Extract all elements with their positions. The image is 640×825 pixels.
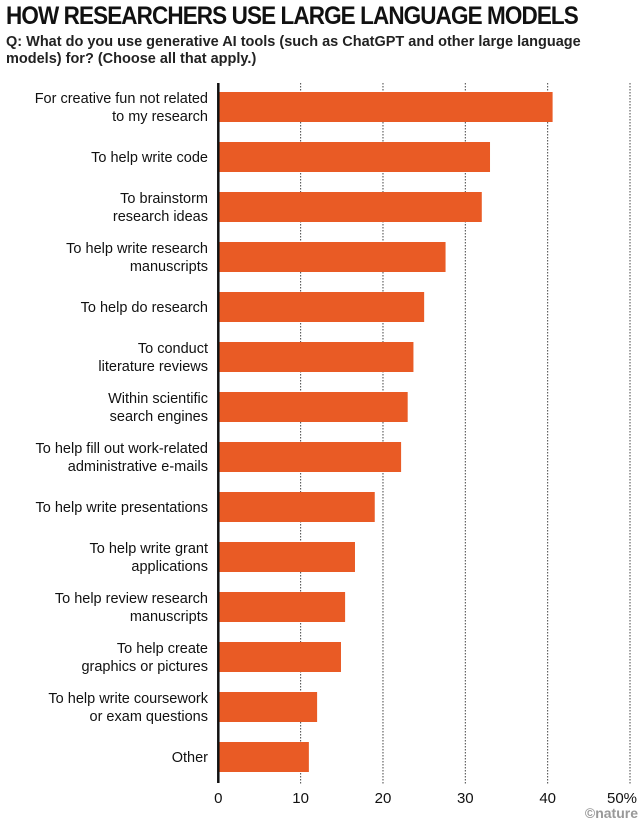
bar — [218, 592, 346, 622]
category-label: Within scientific — [108, 391, 208, 407]
category-label: graphics or pictures — [81, 659, 208, 675]
category-label: literature reviews — [98, 359, 208, 375]
category-label: or exam questions — [90, 709, 208, 725]
chart-title: HOW RESEARCHERS USE LARGE LANGUAGE MODEL… — [6, 2, 579, 30]
x-tick-label: 0 — [214, 790, 222, 807]
bar — [218, 292, 425, 322]
category-label: manuscripts — [130, 609, 208, 625]
chart-subtitle: Q: What do you use generative AI tools (… — [6, 34, 581, 67]
bar — [218, 492, 375, 522]
category-label: To conduct — [138, 341, 208, 357]
category-label: applications — [131, 559, 208, 575]
bar — [218, 742, 309, 772]
nature-credit: ©nature — [584, 805, 638, 821]
bar — [218, 542, 355, 572]
bar — [218, 192, 482, 222]
bar — [218, 692, 318, 722]
category-label: To help write grant — [90, 541, 208, 557]
category-label: To help write code — [91, 150, 208, 166]
category-label: To help create — [117, 641, 208, 657]
category-label: Other — [172, 750, 208, 766]
category-label: To help write research — [66, 241, 208, 257]
category-label: to my research — [112, 109, 208, 125]
bar — [218, 442, 402, 472]
category-label: To help review research — [55, 591, 208, 607]
bar — [218, 392, 408, 422]
bar — [218, 92, 553, 122]
category-label: search engines — [110, 409, 208, 425]
bar — [218, 142, 491, 172]
x-tick-label: 40 — [539, 790, 556, 807]
category-label: research ideas — [113, 209, 208, 225]
category-label: To help write coursework — [48, 691, 208, 707]
bar — [218, 242, 446, 272]
x-tick-label: 50% — [607, 790, 637, 807]
category-label: For creative fun not related — [35, 91, 208, 107]
x-tick-label: 10 — [292, 790, 309, 807]
category-label: To help do research — [81, 300, 208, 316]
bar — [218, 342, 414, 372]
bar — [218, 642, 341, 672]
category-label: manuscripts — [130, 259, 208, 275]
category-label: To brainstorm — [120, 191, 208, 207]
category-label: To help fill out work-related — [36, 441, 208, 457]
x-tick-label: 30 — [457, 790, 474, 807]
category-label: administrative e-mails — [68, 459, 208, 475]
x-tick-label: 20 — [375, 790, 392, 807]
category-label: To help write presentations — [36, 500, 209, 516]
